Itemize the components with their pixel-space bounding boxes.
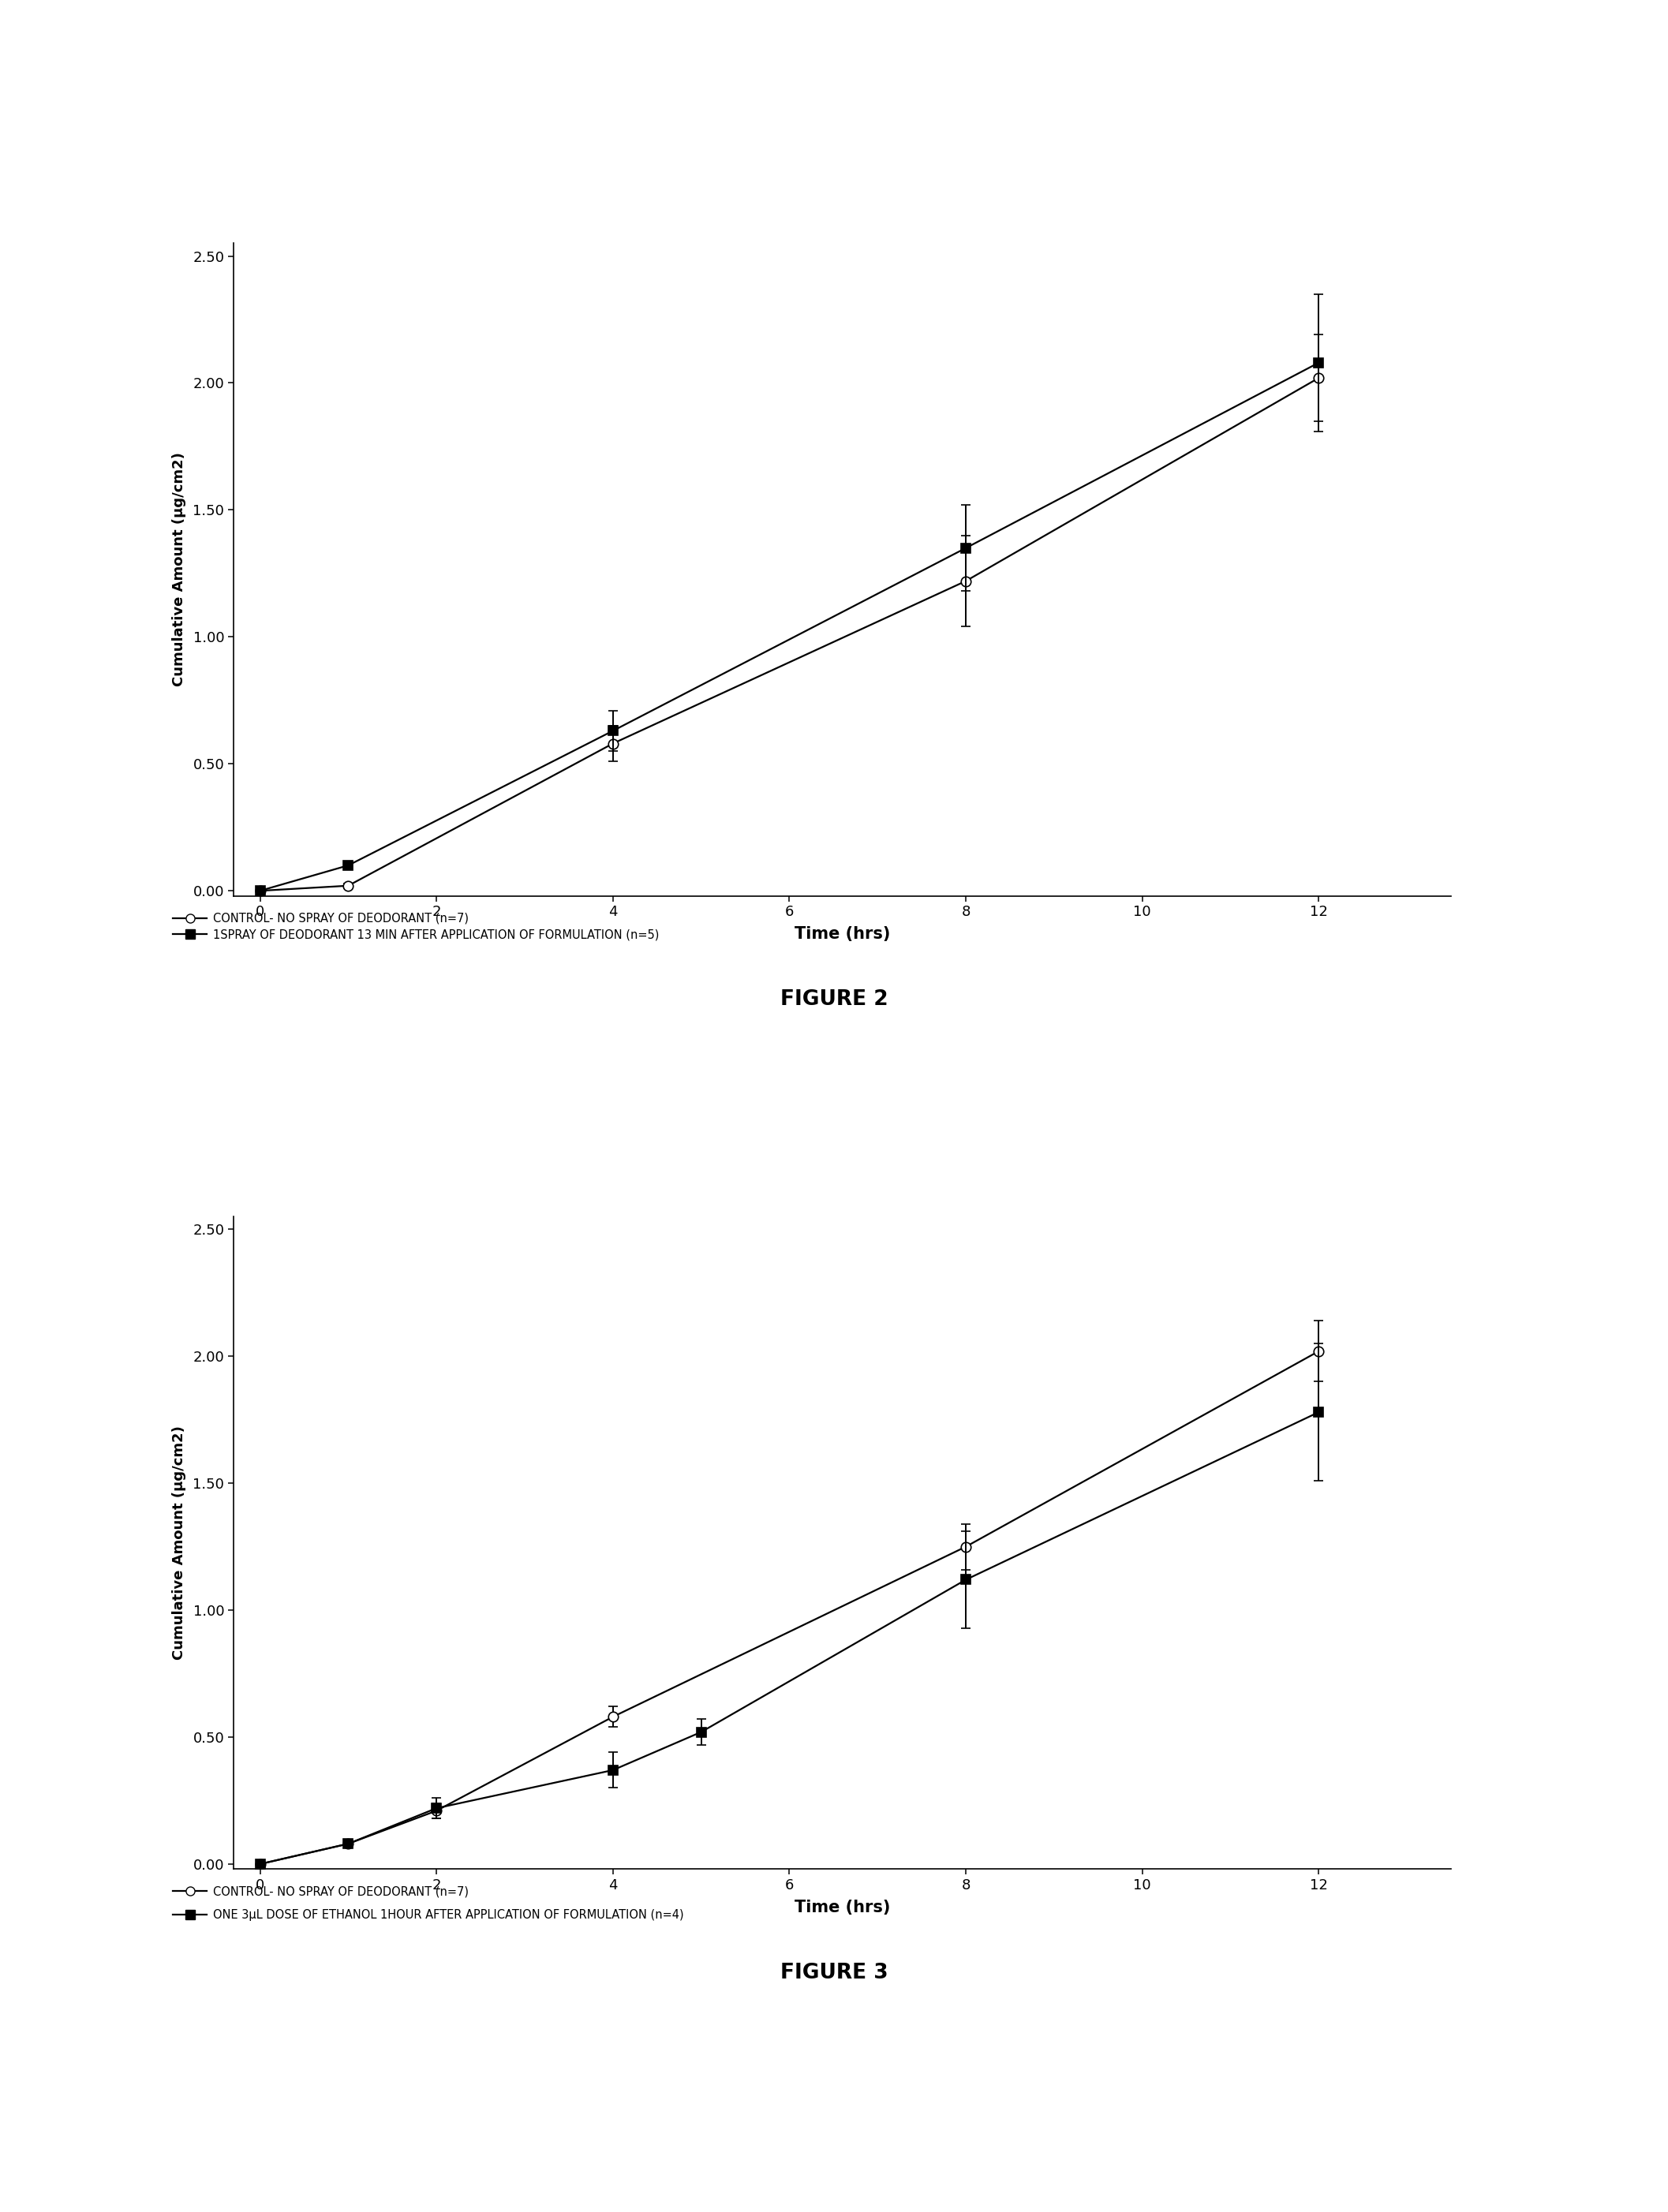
Text: FIGURE 3: FIGURE 3 [781,1962,887,1984]
Y-axis label: Cumulative Amount (μg/cm2): Cumulative Amount (μg/cm2) [172,1427,187,1659]
Text: FIGURE 2: FIGURE 2 [781,989,887,1011]
Legend: CONTROL- NO SPRAY OF DEODORANT (n=7), 1SPRAY OF DEODORANT 13 MIN AFTER APPLICATI: CONTROL- NO SPRAY OF DEODORANT (n=7), 1S… [172,914,659,940]
X-axis label: Time (hrs): Time (hrs) [794,927,891,942]
X-axis label: Time (hrs): Time (hrs) [794,1900,891,1916]
Legend: CONTROL- NO SPRAY OF DEODORANT (n=7), ONE 3μL DOSE OF ETHANOL 1HOUR AFTER APPLIC: CONTROL- NO SPRAY OF DEODORANT (n=7), ON… [172,1887,684,1922]
Y-axis label: Cumulative Amount (μg/cm2): Cumulative Amount (μg/cm2) [172,453,187,686]
